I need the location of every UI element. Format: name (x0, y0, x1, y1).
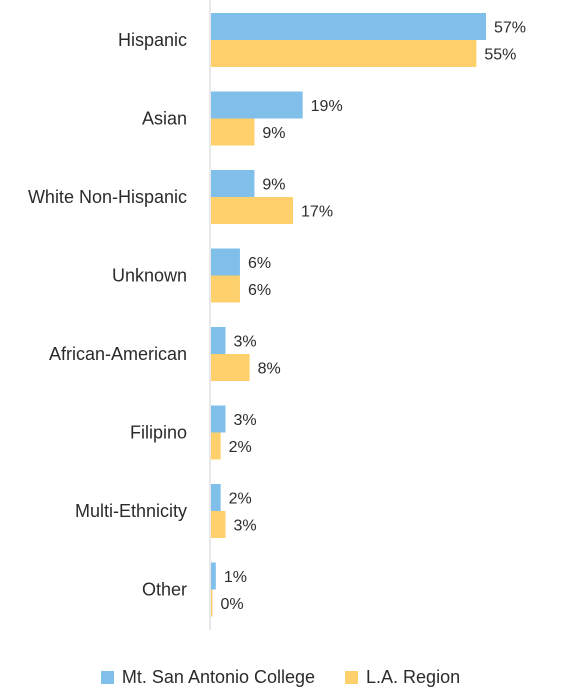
category-label: Multi-Ethnicity (75, 501, 187, 521)
category-label: Unknown (112, 266, 187, 286)
legend-item-series-1: Mt. San Antonio College (100, 666, 316, 688)
legend-swatch-series-1 (100, 670, 114, 684)
bar-series-2 (211, 432, 221, 460)
legend-label-series-2: L.A. Region (366, 666, 461, 687)
category-label: Filipino (130, 423, 187, 443)
bar-series-1 (211, 91, 303, 119)
category-label: White Non-Hispanic (28, 187, 187, 207)
bar-series-2 (211, 354, 250, 381)
bar-series-2 (211, 589, 213, 617)
legend-item-series-2: L.A. Region (345, 667, 460, 688)
value-label: 57% (494, 20, 526, 37)
bar-series-1 (211, 405, 226, 433)
value-label: 2% (229, 439, 252, 456)
value-label: 0% (221, 596, 244, 613)
bar-series-2 (211, 118, 255, 146)
value-label: 1% (224, 569, 247, 586)
value-label: 55% (484, 47, 516, 64)
value-label: 2% (229, 491, 252, 508)
value-label: 6% (248, 282, 271, 299)
bar-series-2 (211, 197, 294, 224)
category-label: Asian (142, 109, 187, 129)
value-label: 3% (233, 334, 256, 351)
category-label: Other (142, 580, 187, 600)
bar-series-2 (211, 275, 240, 303)
value-label: 19% (311, 98, 343, 115)
bars-group: Hispanic 57% 55% Asian 19% 9% White Non-Hispan… (28, 13, 526, 617)
value-label: 3% (233, 412, 256, 429)
bar-series-1 (211, 327, 226, 354)
value-label: 17% (301, 204, 333, 221)
bar-series-1 (211, 562, 216, 590)
value-label: 6% (248, 255, 271, 272)
category-label: African-American (49, 344, 187, 364)
bar-series-1 (211, 13, 486, 40)
bar-series-1 (211, 484, 221, 511)
bar-series-2 (211, 40, 477, 67)
bar-series-1 (211, 170, 255, 197)
legend-label-series-1: Mt. San Antonio College (121, 666, 316, 687)
bar-series-2 (211, 511, 226, 538)
category-label: Hispanic (118, 30, 187, 50)
legend: Mt. San Antonio College L.A. Region (0, 662, 561, 692)
value-label: 3% (233, 518, 256, 535)
value-label: 9% (262, 125, 285, 142)
legend-swatch-series-2 (345, 670, 359, 684)
value-label: 8% (258, 361, 281, 378)
bar-chart: Hispanic 57% 55% Asian 19% 9% White Non-Hispan… (28, 0, 526, 630)
bar-series-1 (211, 248, 240, 276)
value-label: 9% (262, 177, 285, 194)
